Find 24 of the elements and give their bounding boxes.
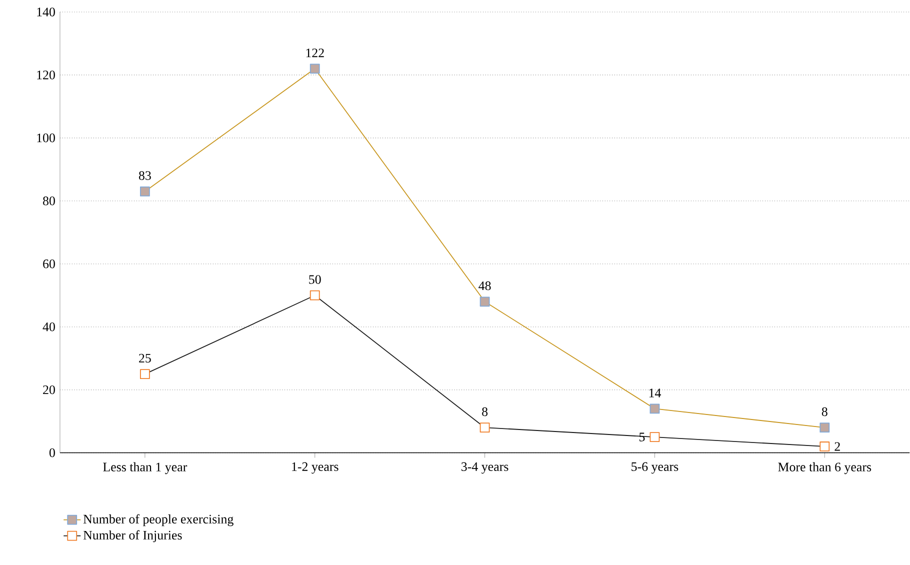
y-tick-label: 100 (37, 134, 55, 142)
data-label: 50 (309, 275, 321, 284)
y-tick-label: 20 (43, 386, 55, 394)
y-tick-label: 80 (43, 196, 55, 206)
data-label: 8 (822, 407, 828, 416)
data-label: 25 (139, 354, 151, 363)
x-tick-label: More than 6 years (778, 462, 872, 474)
x-tick-label: 3-4 years (462, 462, 508, 474)
data-label: 83 (138, 171, 151, 180)
y-tick-label: 40 (42, 322, 55, 332)
y-tick-label: 0 (49, 448, 55, 458)
x-tick-label: 5-6 years (632, 462, 678, 474)
y-tick-label: 120 (37, 70, 55, 80)
data-label: 14 (649, 388, 661, 398)
data-label: 8 (482, 407, 488, 416)
y-tick-label: 140 (37, 8, 55, 16)
y-tick-label: 60 (43, 260, 55, 268)
x-tick-label: 1-2 years (292, 462, 338, 474)
legend-label: Number of people exercising (83, 514, 234, 526)
data-label: 122 (306, 48, 324, 58)
data-label: 48 (478, 282, 491, 290)
legend-label: Number of Injuries (83, 530, 182, 542)
x-tick-label: Less than 1 year (103, 462, 188, 474)
data-label: 2 (834, 442, 840, 451)
